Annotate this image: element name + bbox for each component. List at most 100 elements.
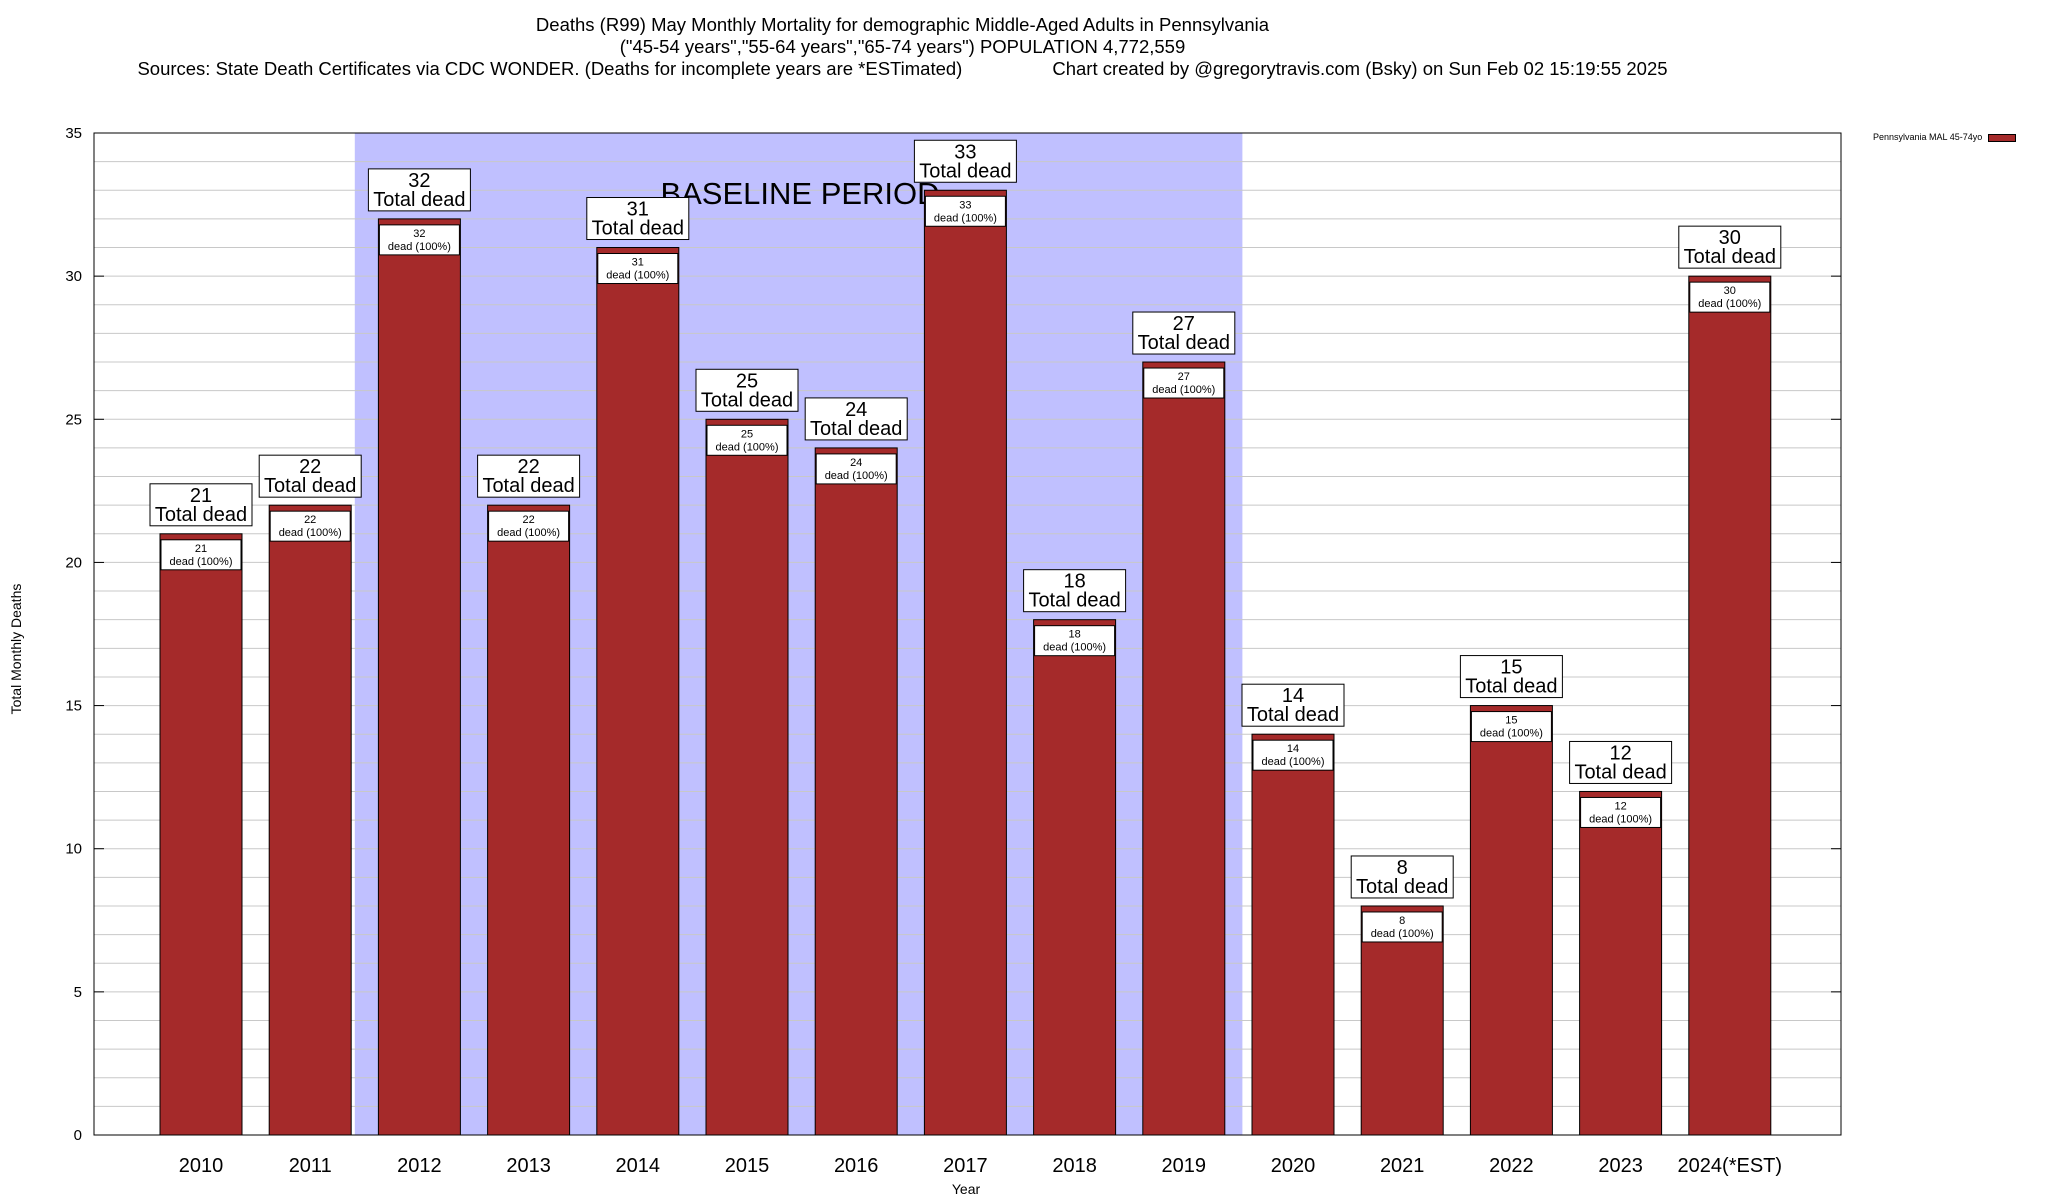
total-dead-label: Total dead: [1028, 590, 1120, 612]
inner-label-box: [160, 539, 242, 571]
total-dead-label: Total dead: [810, 418, 902, 440]
x-axis-label: Year: [951, 1181, 981, 1197]
inner-value-label: 12: [1614, 800, 1626, 812]
inner-dead-label: dead (100%): [279, 527, 342, 539]
total-dead-label: Total dead: [264, 475, 356, 497]
total-label-box: [1459, 655, 1563, 699]
total-label-box: [367, 168, 471, 212]
inner-value-label: 18: [1068, 629, 1080, 641]
bar: [487, 504, 571, 1136]
y-tick-label: 5: [74, 984, 82, 1001]
x-tick-label: 2022: [1489, 1155, 1534, 1177]
inner-label-box: [1689, 281, 1771, 313]
bar: [596, 247, 680, 1136]
total-dead-label: Total dead: [1247, 704, 1339, 726]
legend-swatch: [1988, 133, 2017, 142]
total-value-label: 33: [954, 141, 976, 163]
total-value-label: 21: [190, 485, 212, 507]
inner-dead-label: dead (100%): [497, 527, 560, 539]
inner-label-box: [1580, 796, 1662, 828]
inner-value-label: 14: [1287, 743, 1299, 755]
total-value-label: 30: [1719, 227, 1741, 249]
total-label-box: [149, 483, 253, 527]
inner-dead-label: dead (100%): [606, 270, 669, 282]
total-label-box: [804, 397, 908, 441]
total-value-label: 18: [1063, 571, 1085, 593]
bar: [923, 189, 1007, 1136]
source-line: Sources: State Death Certificates via CD…: [0, 58, 1805, 80]
chart-title: Deaths (R99) May Monthly Mortality for d…: [535, 14, 1270, 35]
inner-value-label: 30: [1724, 285, 1736, 297]
total-label-box: [1241, 683, 1345, 727]
x-tick-label: 2019: [1162, 1155, 1207, 1177]
chart-subtitle: ("45-54 years","55-64 years","65-74 year…: [619, 36, 1186, 57]
y-tick-label: 10: [65, 841, 82, 858]
total-value-label: 32: [408, 170, 430, 192]
inner-label-box: [378, 224, 460, 256]
bar: [1579, 790, 1663, 1136]
inner-dead-label: dead (100%): [1371, 928, 1434, 940]
bar: [1469, 705, 1553, 1136]
bar: [1360, 905, 1444, 1136]
total-dead-label: Total dead: [155, 504, 247, 526]
total-dead-label: Total dead: [1356, 876, 1448, 898]
inner-dead-label: dead (100%): [716, 441, 779, 453]
bar: [1033, 619, 1117, 1136]
inner-label-box: [1361, 911, 1443, 943]
total-dead-label: Total dead: [919, 160, 1011, 182]
inner-value-label: 27: [1178, 371, 1190, 383]
x-tick-label: 2013: [506, 1155, 551, 1177]
total-dead-label: Total dead: [1138, 332, 1230, 354]
total-value-label: 25: [736, 370, 758, 392]
total-label-box: [913, 139, 1017, 183]
inner-label-box: [1034, 625, 1116, 657]
x-tick-label: 2023: [1598, 1155, 1643, 1177]
total-dead-label: Total dead: [1684, 246, 1776, 268]
inner-dead-label: dead (100%): [1152, 384, 1215, 396]
y-axis-label: Total Monthly Deaths: [8, 583, 24, 715]
total-value-label: 15: [1500, 657, 1522, 679]
inner-dead-label: dead (100%): [1043, 642, 1106, 654]
baseline-label: BASELINE PERIOD: [660, 176, 939, 211]
inner-value-label: 15: [1505, 715, 1517, 727]
legend: Pennsylvania MAL 45-74yo: [1873, 132, 2017, 142]
x-tick-label: 2011: [289, 1155, 332, 1177]
inner-dead-label: dead (100%): [1589, 813, 1652, 825]
total-dead-label: Total dead: [592, 218, 684, 240]
x-tick-label: 2017: [943, 1155, 988, 1177]
y-tick-label: 35: [65, 125, 82, 142]
total-label-box: [1132, 311, 1236, 355]
x-tick-label: 2015: [725, 1155, 770, 1177]
inner-value-label: 33: [959, 199, 971, 211]
total-value-label: 31: [627, 199, 649, 221]
inner-label-box: [488, 510, 570, 542]
legend-label: Pennsylvania MAL 45-74yo: [1873, 132, 1983, 142]
inner-value-label: 21: [195, 543, 207, 555]
inner-value-label: 31: [632, 257, 644, 269]
y-tick-label: 30: [65, 268, 82, 285]
total-dead-label: Total dead: [1465, 676, 1557, 698]
inner-value-label: 22: [304, 514, 316, 526]
total-label-box: [477, 454, 581, 498]
inner-dead-label: dead (100%): [1698, 298, 1761, 310]
bar: [1142, 361, 1226, 1136]
total-label-box: [258, 454, 362, 498]
inner-label-box: [815, 453, 897, 485]
inner-dead-label: dead (100%): [825, 470, 888, 482]
total-label-box: [1023, 569, 1127, 613]
bar: [159, 533, 243, 1136]
inner-dead-label: dead (100%): [1262, 756, 1325, 768]
inner-label-box: [1470, 711, 1552, 743]
bar: [814, 447, 898, 1136]
inner-dead-label: dead (100%): [934, 212, 997, 224]
x-tick-label: 2010: [179, 1155, 224, 1177]
inner-label-box: [1143, 367, 1225, 399]
chart-title-block: Deaths (R99) May Monthly Mortality for d…: [0, 14, 1805, 80]
total-label-box: [586, 197, 690, 241]
inner-value-label: 32: [413, 228, 425, 240]
bar: [268, 504, 352, 1136]
total-value-label: 22: [517, 456, 539, 478]
inner-value-label: 22: [522, 514, 534, 526]
inner-label-box: [706, 424, 788, 456]
